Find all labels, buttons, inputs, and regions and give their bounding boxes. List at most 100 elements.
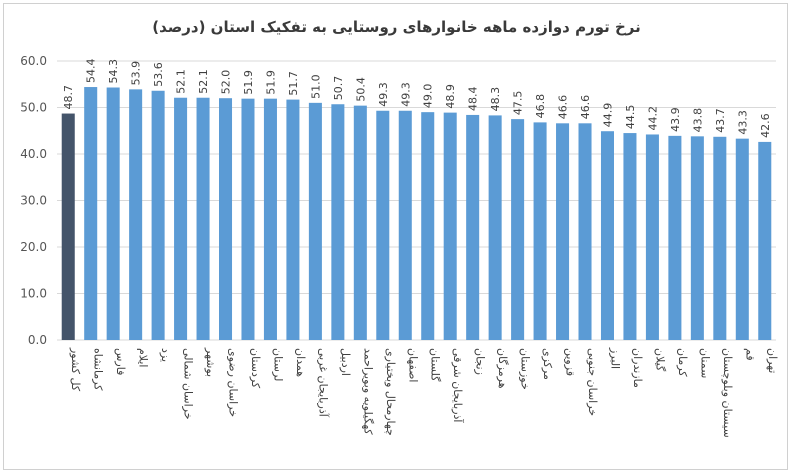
- bar-value-label: 48.3: [489, 87, 502, 112]
- bar: [421, 112, 435, 341]
- x-category-label: کردستان: [249, 348, 262, 389]
- x-category-label: لرستان: [271, 348, 284, 381]
- x-category-label: قم: [743, 348, 756, 361]
- x-category-label: فارس: [114, 348, 127, 375]
- bar-value-label: 42.6: [759, 113, 772, 138]
- bar: [488, 115, 502, 340]
- y-tick-label: 60.0: [20, 54, 47, 68]
- x-category-label: مازندران: [631, 348, 644, 388]
- bar: [713, 136, 727, 340]
- bar-value-label: 54.4: [85, 59, 98, 84]
- x-category-label: بوشهر: [204, 347, 217, 377]
- bar: [84, 87, 98, 340]
- x-category-label: زنجان: [474, 348, 487, 375]
- x-category-label: قزوین: [564, 348, 577, 376]
- bar: [263, 98, 277, 340]
- bar: [758, 141, 772, 340]
- chart-title: نرخ تورم دوازده ماهه خانوارهای روستایی ب…: [152, 18, 641, 36]
- bar: [376, 110, 390, 340]
- bar: [196, 97, 210, 340]
- bar: [578, 123, 592, 340]
- bar-value-label: 43.9: [669, 107, 682, 132]
- bar-value-label: 44.9: [601, 103, 614, 128]
- bar: [398, 110, 412, 340]
- x-category-label: خراسان رضوی: [227, 348, 240, 417]
- bar: [511, 119, 525, 340]
- bar-value-label: 49.3: [377, 82, 390, 107]
- bar-value-label: 50.4: [354, 77, 367, 102]
- bar: [241, 98, 255, 340]
- bar: [174, 97, 188, 340]
- bar: [443, 112, 457, 341]
- y-tick-label: 10.0: [20, 287, 47, 301]
- x-category-label: کرمان: [676, 348, 689, 377]
- bar: [353, 105, 367, 340]
- x-category-label: چهارمحال وبختیاری: [384, 348, 397, 436]
- x-category-label: همدان: [294, 348, 307, 377]
- bar-value-label: 47.5: [512, 91, 525, 116]
- y-tick-label: 0.0: [28, 333, 47, 347]
- bar: [218, 98, 233, 340]
- bar-value-label: 43.3: [736, 110, 749, 135]
- bar-value-label: 50.7: [332, 76, 345, 101]
- bar-value-label: 44.2: [646, 106, 659, 131]
- bar: [106, 87, 120, 340]
- x-category-label: یزد: [159, 348, 172, 362]
- x-category-label: تهران: [766, 348, 779, 373]
- y-tick-label: 50.0: [20, 101, 47, 115]
- bar: [735, 138, 749, 340]
- bar: [533, 122, 547, 340]
- bar: [645, 134, 659, 340]
- bar: [331, 104, 345, 341]
- x-category-label: گلستان: [429, 348, 442, 382]
- bar-value-label: 49.0: [422, 84, 435, 109]
- x-category-label: خراسان شمالی: [182, 348, 195, 420]
- bar-value-label: 46.6: [579, 95, 592, 120]
- bar: [61, 113, 75, 340]
- x-category-label: کل کشور: [69, 347, 82, 392]
- x-category-label: البرز: [608, 347, 621, 369]
- x-category-label: سمنان: [698, 348, 711, 378]
- x-category-label: خوزستان: [519, 348, 532, 390]
- x-category-label: کرمانشاه: [92, 348, 105, 391]
- bar-value-label: 54.3: [107, 59, 120, 84]
- bar: [668, 135, 682, 340]
- bar-value-label: 52.0: [220, 70, 233, 95]
- x-category-label: سیستان وبلوچستان: [721, 348, 734, 438]
- y-tick-label: 30.0: [20, 194, 47, 208]
- x-category-label: اصفهان: [406, 348, 419, 382]
- x-category-label: کهگیلویه وبویراحمد: [361, 348, 374, 435]
- bar-value-label: 51.7: [287, 71, 300, 96]
- bar-value-label: 46.6: [557, 95, 570, 120]
- bar: [600, 131, 615, 340]
- bar-value-label: 52.1: [197, 69, 210, 94]
- y-tick-label: 40.0: [20, 147, 47, 161]
- bar-value-label: 43.8: [691, 108, 704, 133]
- bar: [151, 90, 165, 340]
- bar: [286, 99, 300, 340]
- bar: [308, 102, 322, 340]
- bar-value-label: 51.9: [242, 70, 255, 95]
- bar: [690, 136, 704, 340]
- bar-value-label: 43.7: [714, 108, 727, 133]
- x-category-label: مرکزی: [541, 348, 554, 380]
- x-category-label: اردبیل: [339, 348, 352, 376]
- bar: [129, 89, 143, 341]
- x-category-label: ایلام: [137, 348, 150, 368]
- y-tick-label: 20.0: [20, 240, 47, 254]
- x-category-label: آذربایجان شرقی: [451, 348, 465, 423]
- bar-value-label: 53.9: [130, 61, 143, 86]
- bar-value-label: 46.8: [534, 94, 547, 119]
- bar-value-label: 48.4: [467, 86, 480, 111]
- x-category-label: هرمزگان: [496, 348, 509, 389]
- bar-value-label: 48.9: [444, 84, 457, 109]
- x-category-label: آذربایجان غربی: [316, 348, 330, 418]
- bar: [466, 114, 480, 340]
- bar-value-label: 51.0: [309, 74, 322, 99]
- x-category-label: خراسان جنوبی: [586, 348, 599, 416]
- bar-value-label: 48.7: [62, 85, 75, 110]
- bar-value-label: 52.1: [175, 69, 188, 94]
- bar-value-label: 51.9: [264, 70, 277, 95]
- x-category-label: گیلان: [653, 348, 666, 372]
